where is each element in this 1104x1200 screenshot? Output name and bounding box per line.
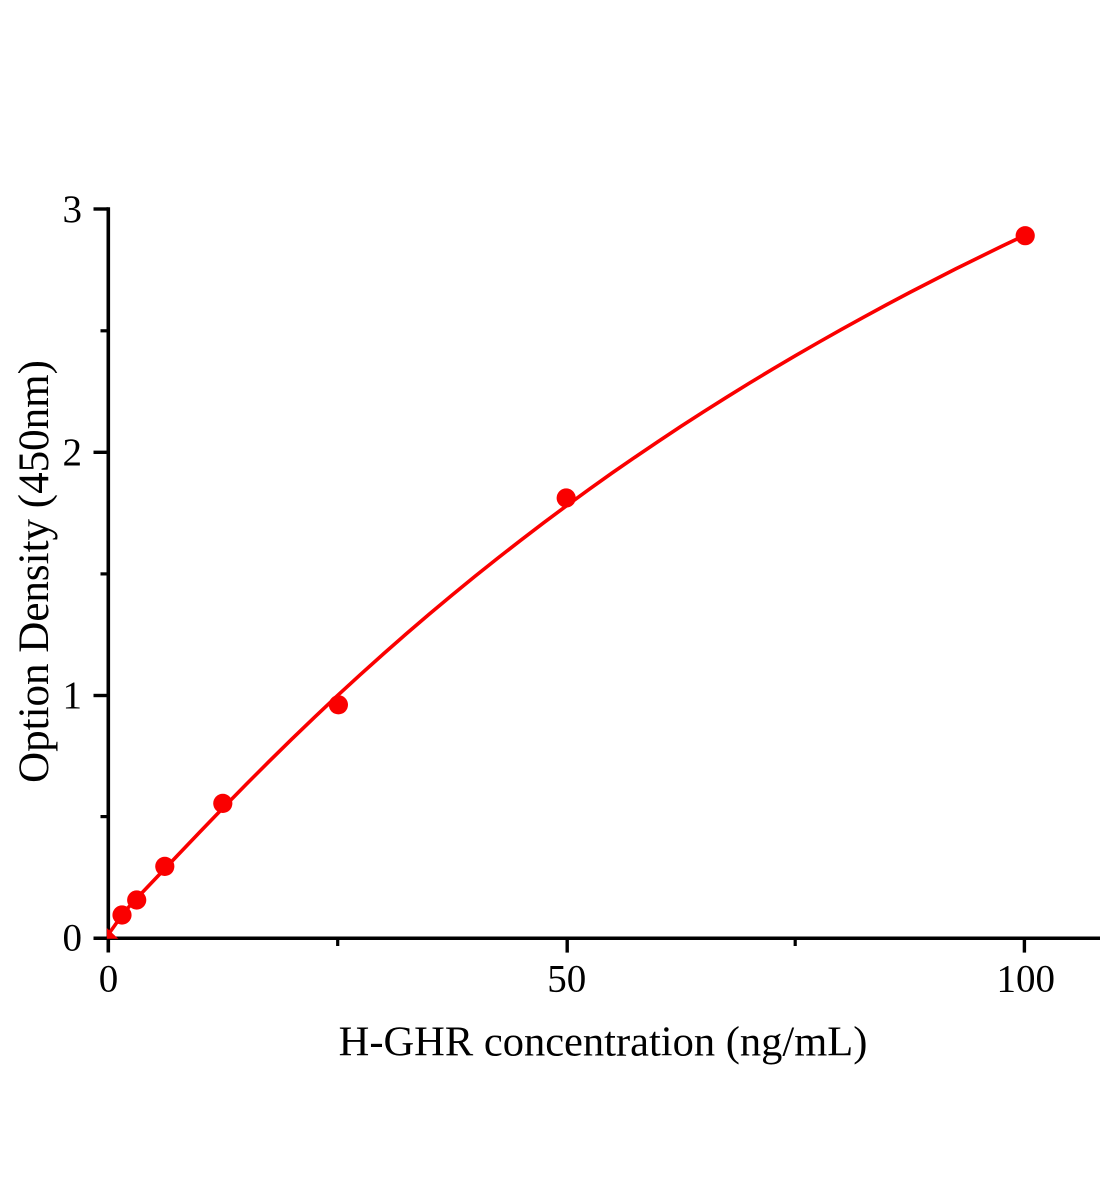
svg-text:0: 0 — [63, 916, 83, 959]
svg-text:0: 0 — [99, 957, 119, 1000]
svg-text:Option Density (450nm): Option Density (450nm) — [11, 360, 58, 783]
svg-text:H-GHR concentration (ng/mL): H-GHR concentration (ng/mL) — [339, 1019, 868, 1066]
svg-text:2: 2 — [63, 431, 83, 474]
svg-text:100: 100 — [997, 957, 1056, 1000]
svg-text:3: 3 — [63, 188, 83, 231]
svg-text:50: 50 — [547, 957, 586, 1000]
svg-text:1: 1 — [63, 674, 83, 717]
